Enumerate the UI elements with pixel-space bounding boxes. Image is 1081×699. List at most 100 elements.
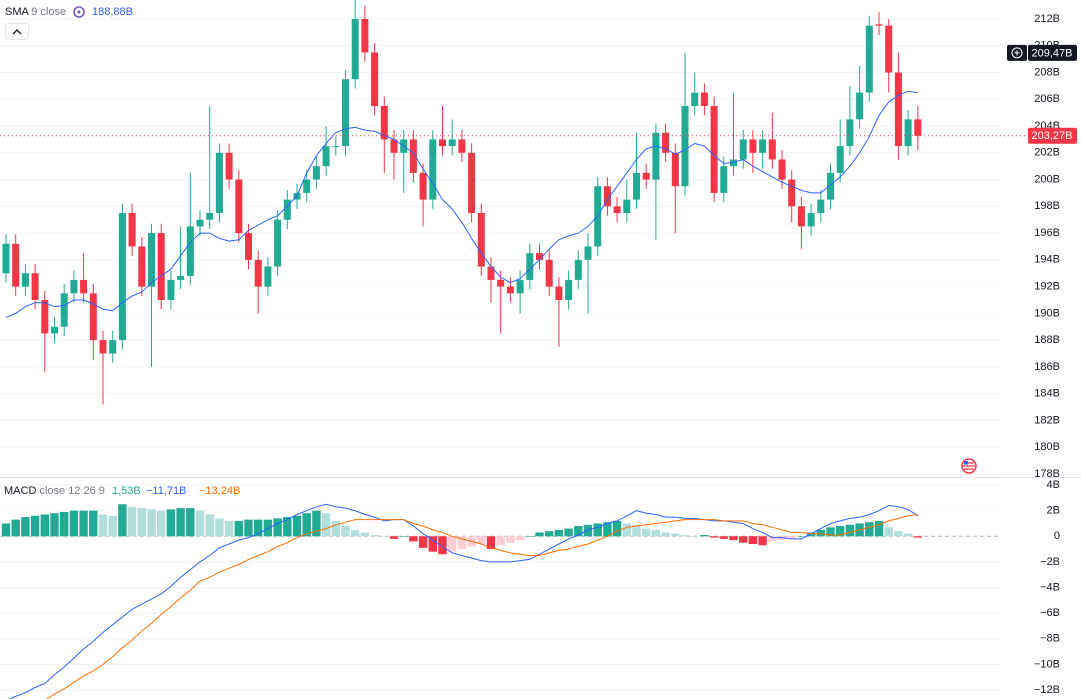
histogram-bar <box>438 536 447 555</box>
y-tick-label: 190B <box>1034 307 1060 319</box>
histogram-bar <box>389 536 399 539</box>
histogram-bar <box>186 508 195 537</box>
macd-line <box>7 503 919 699</box>
candle-body <box>429 139 437 200</box>
histogram-bar <box>826 527 835 537</box>
macd-value: −11,71B <box>146 485 186 497</box>
histogram-bar <box>40 514 49 537</box>
y-tick-label: 206B <box>1034 93 1060 105</box>
y-tick-label: 4B <box>1047 479 1060 491</box>
histogram-bar <box>380 536 389 537</box>
histogram-bar <box>292 515 302 537</box>
histogram-bar <box>758 536 767 546</box>
histogram-bar <box>89 510 98 537</box>
histogram-bar <box>603 522 612 537</box>
y-tick-label: −10B <box>1034 658 1060 670</box>
histogram-bar <box>50 513 59 537</box>
candle-body <box>623 199 631 214</box>
candle-body <box>148 233 155 287</box>
histogram-bar <box>79 510 88 537</box>
macd-legend: MACD close 12 26 9 <box>4 485 105 497</box>
y-tick-label: 178B <box>1034 468 1060 480</box>
histogram-bar <box>215 518 224 537</box>
candle-body <box>768 139 776 160</box>
candle-body <box>497 279 505 287</box>
histogram-bar <box>69 510 79 537</box>
candle-body <box>710 105 718 193</box>
histogram-bar <box>351 529 360 537</box>
candle-body <box>894 72 902 147</box>
y-tick-label: 2B <box>1047 505 1060 517</box>
histogram-bar <box>700 535 709 537</box>
candle-body <box>167 279 175 300</box>
histogram-bar <box>254 519 263 537</box>
histogram-bar <box>234 520 243 537</box>
histogram-bar <box>545 531 554 537</box>
y-tick-label: 184B <box>1034 388 1060 400</box>
candle-body <box>80 279 88 294</box>
candle-body <box>128 213 136 247</box>
candle-body <box>186 226 194 276</box>
candle-body <box>865 25 873 93</box>
histogram-bar <box>205 514 214 537</box>
candle-body <box>448 139 456 147</box>
candle-body <box>283 199 291 220</box>
axes: 212B210B208B206B204B202B200B198B196B194B… <box>0 13 1077 696</box>
y-tick-label: 202B <box>1034 147 1060 159</box>
candle-body <box>409 139 417 173</box>
y-tick-label: 192B <box>1034 281 1060 293</box>
candle-body <box>827 172 834 200</box>
histogram-bar <box>273 518 282 537</box>
candle-body <box>700 92 708 106</box>
histogram-bar <box>399 536 408 537</box>
histogram-bar <box>797 536 806 537</box>
histogram-bar <box>477 536 486 544</box>
candle-body <box>807 213 815 227</box>
histogram-bar <box>195 510 205 537</box>
candle-body <box>730 159 737 167</box>
histogram-bar <box>321 513 331 537</box>
histogram-bar <box>506 536 515 543</box>
histogram-value: 1,53B <box>112 485 141 497</box>
histogram-bar <box>671 533 680 537</box>
candle-body <box>235 179 243 234</box>
histogram-bar <box>574 526 583 537</box>
candle-body <box>351 18 359 80</box>
candle-body <box>642 172 650 180</box>
histogram-bar <box>341 526 350 537</box>
candle-body <box>565 279 573 300</box>
candle-body <box>817 199 825 214</box>
histogram-bar <box>884 527 893 537</box>
candle-body <box>245 233 252 260</box>
histogram-bar <box>30 515 40 537</box>
candle-body <box>390 139 398 153</box>
candle-body <box>138 246 146 287</box>
histogram-bar <box>457 536 467 550</box>
candle-body <box>536 253 543 260</box>
candle-body <box>51 326 58 334</box>
y-tick-label: 0 <box>1054 530 1060 542</box>
candle-body <box>419 172 427 200</box>
candle-body <box>303 179 311 193</box>
candle-body <box>21 273 29 287</box>
candle-body <box>361 18 369 53</box>
y-tick-label: 200B <box>1034 173 1060 185</box>
histogram-bar <box>874 520 884 537</box>
histogram-bar <box>661 532 670 537</box>
histogram-bar <box>331 520 340 537</box>
candle-body <box>477 213 485 267</box>
candle-body <box>60 293 68 327</box>
plus-icon <box>1014 50 1020 56</box>
histogram-bar <box>806 532 816 537</box>
candle-body <box>652 132 660 180</box>
add-alert-button[interactable] <box>1007 44 1027 61</box>
histogram-bar <box>224 520 234 537</box>
candle-body <box>574 259 582 280</box>
histogram-bar <box>719 536 728 539</box>
histogram-bar <box>845 524 855 537</box>
histogram-bar <box>690 536 699 537</box>
candle-body <box>70 279 78 294</box>
candle-body <box>118 213 126 341</box>
collapse-button[interactable] <box>5 23 29 40</box>
